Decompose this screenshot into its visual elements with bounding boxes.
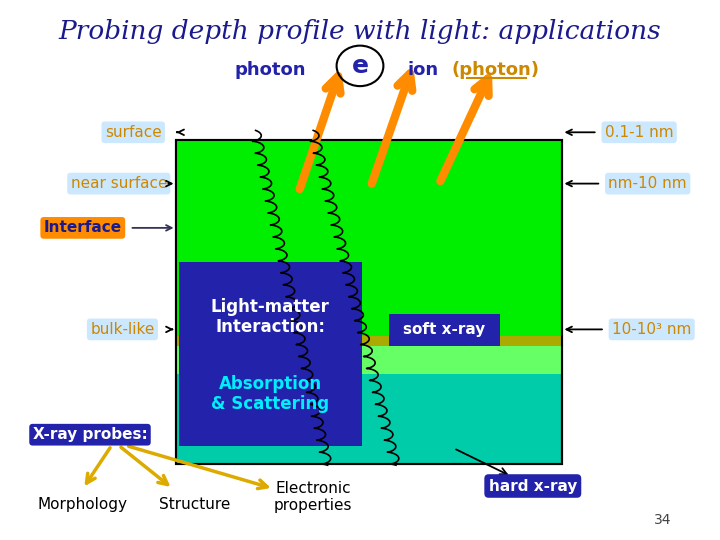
Text: nm-10 nm: nm-10 nm	[608, 176, 687, 191]
Bar	[389, 314, 500, 346]
Text: soft x-ray: soft x-ray	[403, 322, 486, 338]
Text: near surface: near surface	[71, 176, 167, 191]
Text: bulk-like: bulk-like	[90, 322, 155, 337]
Text: Morphology: Morphology	[37, 497, 128, 512]
Text: photon: photon	[234, 61, 306, 79]
Text: Structure: Structure	[158, 497, 230, 512]
Text: (photon): (photon)	[451, 61, 539, 79]
Bar	[176, 341, 562, 374]
Bar	[176, 140, 562, 464]
Text: hard x-ray: hard x-ray	[489, 478, 577, 494]
Text: Interface: Interface	[44, 220, 122, 235]
Text: e: e	[351, 54, 369, 78]
Bar	[179, 262, 362, 446]
Text: 10-10³ nm: 10-10³ nm	[612, 322, 691, 337]
Text: 34: 34	[654, 512, 671, 526]
Text: X-ray probes:: X-ray probes:	[32, 427, 148, 442]
Bar	[176, 336, 562, 346]
Text: Electronic
properties: Electronic properties	[274, 481, 353, 513]
Text: Light-matter
Interaction:: Light-matter Interaction:	[211, 298, 330, 336]
Text: surface: surface	[105, 125, 161, 140]
Text: Probing depth profile with light: applications: Probing depth profile with light: applic…	[59, 19, 661, 44]
Bar	[176, 140, 562, 464]
Bar	[176, 140, 562, 341]
Text: ion: ion	[408, 61, 439, 79]
Text: 0.1-1 nm: 0.1-1 nm	[605, 125, 673, 140]
Text: Absorption
& Scattering: Absorption & Scattering	[211, 375, 330, 414]
